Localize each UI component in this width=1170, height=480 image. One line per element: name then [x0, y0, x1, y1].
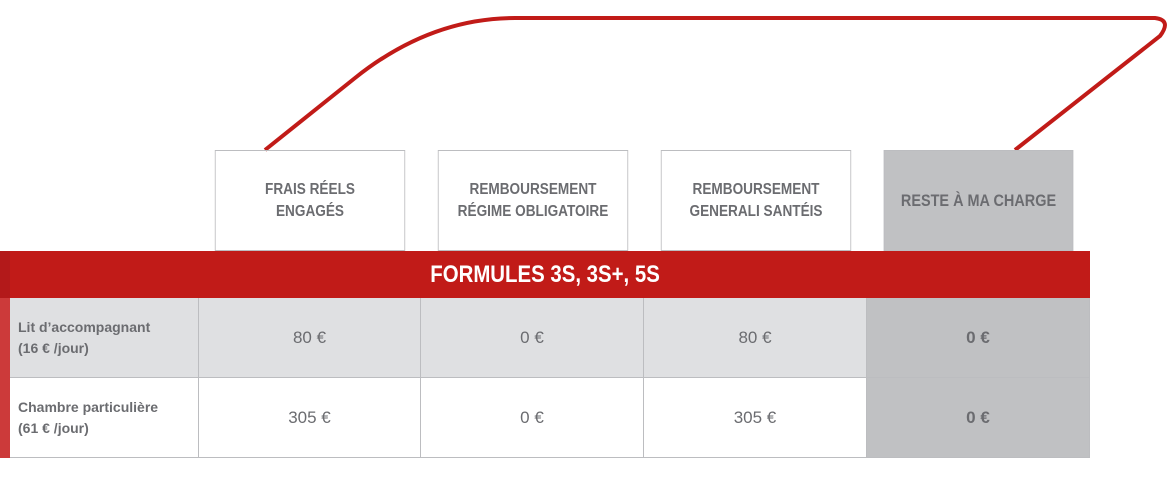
band-left-accent — [0, 251, 10, 298]
header-reste-a-charge: RESTE À MA CHARGE — [883, 150, 1074, 251]
header-regime-obligatoire: REMBOURSEMENT RÉGIME OBLIGATOIRE — [437, 150, 629, 251]
cell-reste-a-charge: 0 € — [867, 298, 1090, 378]
row-label-chambre: Chambre particulière (61 € /jour) — [10, 378, 198, 458]
cell-value: 0 € — [421, 298, 644, 378]
cell-value: 305 € — [644, 378, 867, 458]
rows-left-accent — [0, 298, 10, 458]
row-label-lit: Lit d’accompagnant (16 € /jour) — [10, 298, 198, 378]
formules-band: FORMULES 3S, 3S+, 5S — [0, 251, 1090, 298]
cell-value: 80 € — [644, 298, 867, 378]
header-frais-reels: FRAIS RÉELS ENGAGÉS — [214, 150, 406, 251]
cell-value: 80 € — [198, 298, 421, 378]
cell-reste-a-charge: 0 € — [867, 378, 1090, 458]
band-title: FORMULES 3S, 3S+, 5S — [430, 260, 660, 288]
header-generali-santeis: REMBOURSEMENT GENERALI SANTÉIS — [660, 150, 852, 251]
cell-value: 0 € — [421, 378, 644, 458]
cell-value: 305 € — [198, 378, 421, 458]
